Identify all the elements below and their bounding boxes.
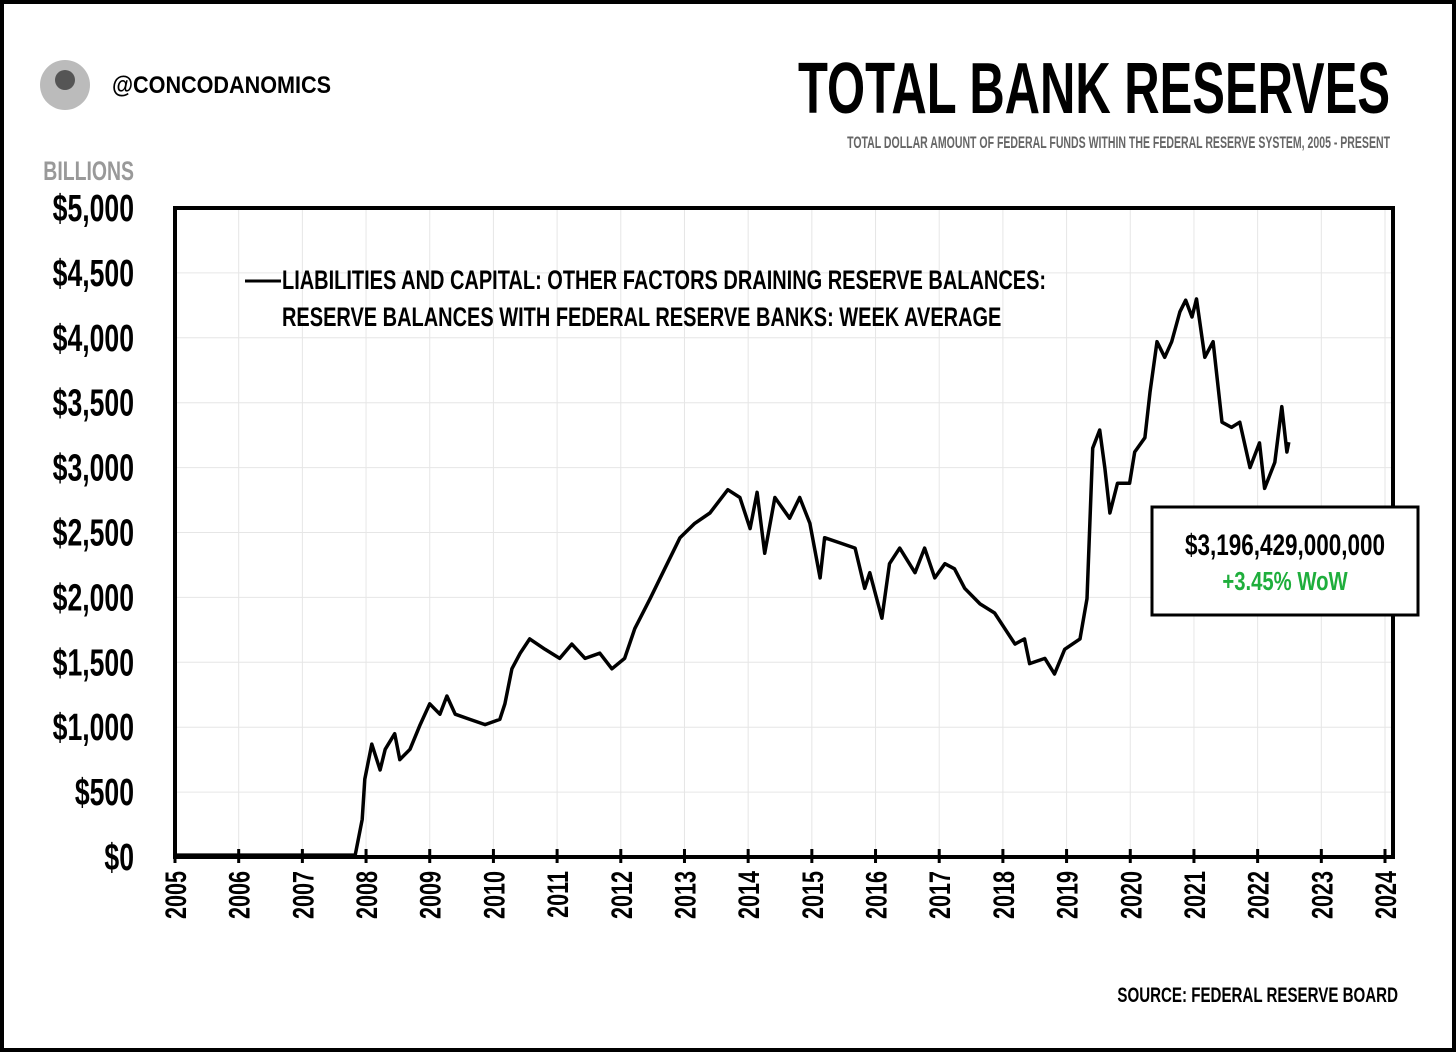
- line-series: [175, 297, 1291, 857]
- y-tick-label: $4,000: [53, 316, 134, 359]
- avatar-face: [55, 70, 75, 90]
- x-tick-label: 2018: [986, 871, 1020, 919]
- y-tick-label: $500: [75, 770, 134, 813]
- y-axis-label: BILLIONS: [43, 156, 134, 186]
- legend: LIABILITIES AND CAPITAL: OTHER FACTORS D…: [282, 262, 1066, 336]
- x-tick-label: 2006: [222, 871, 256, 919]
- y-tick-label: $5,000: [53, 186, 134, 229]
- x-tick-label: 2012: [604, 871, 638, 919]
- x-tick-label: 2014: [732, 871, 766, 919]
- chart-title: TOTAL BANK RESERVES: [798, 49, 1390, 130]
- y-tick-label: $2,000: [53, 576, 134, 619]
- x-tick-label: 2022: [1241, 871, 1275, 919]
- x-tick-label: 2016: [859, 871, 893, 919]
- annotation-box: [1150, 505, 1420, 617]
- y-tick-label: $3,000: [53, 446, 134, 489]
- x-tick-label: 2007: [286, 871, 320, 919]
- source: SOURCE: FEDERAL RESERVE BOARD: [1117, 982, 1398, 1006]
- x-tick-label: 2009: [413, 871, 447, 919]
- x-tick-label: 2024: [1368, 871, 1402, 919]
- x-tick-label: 2017: [923, 871, 957, 919]
- x-tick-label: 2013: [668, 871, 702, 919]
- y-tick-label: $0: [104, 835, 134, 878]
- x-tick-label: 2021: [1177, 871, 1211, 919]
- annotation-value: $3,196,429,000,000: [1185, 528, 1385, 562]
- x-tick-label: 2010: [477, 871, 511, 919]
- x-tick-label: 2015: [795, 871, 829, 919]
- y-tick-label: $1,500: [53, 641, 134, 684]
- legend-entry: LIABILITIES AND CAPITAL: OTHER FACTORS D…: [282, 265, 1047, 332]
- y-tick-label: $3,500: [53, 381, 134, 424]
- annotation-change: +3.45% WoW: [1222, 567, 1347, 596]
- y-tick-label: $2,500: [53, 511, 134, 554]
- y-tick-label: $1,000: [53, 705, 134, 748]
- chart-subtitle: TOTAL DOLLAR AMOUNT OF FEDERAL FUNDS WIT…: [847, 132, 1390, 151]
- handle: @CONCODANOMICS: [112, 71, 331, 98]
- x-tick-label: 2020: [1114, 871, 1148, 919]
- x-tick-label: 2023: [1305, 871, 1339, 919]
- y-tick-label: $4,500: [53, 251, 134, 294]
- x-tick-label: 2019: [1050, 871, 1084, 919]
- x-tick-label: 2011: [541, 871, 575, 918]
- x-tick-label: 2008: [350, 871, 384, 919]
- x-tick-label: 2005: [158, 871, 192, 919]
